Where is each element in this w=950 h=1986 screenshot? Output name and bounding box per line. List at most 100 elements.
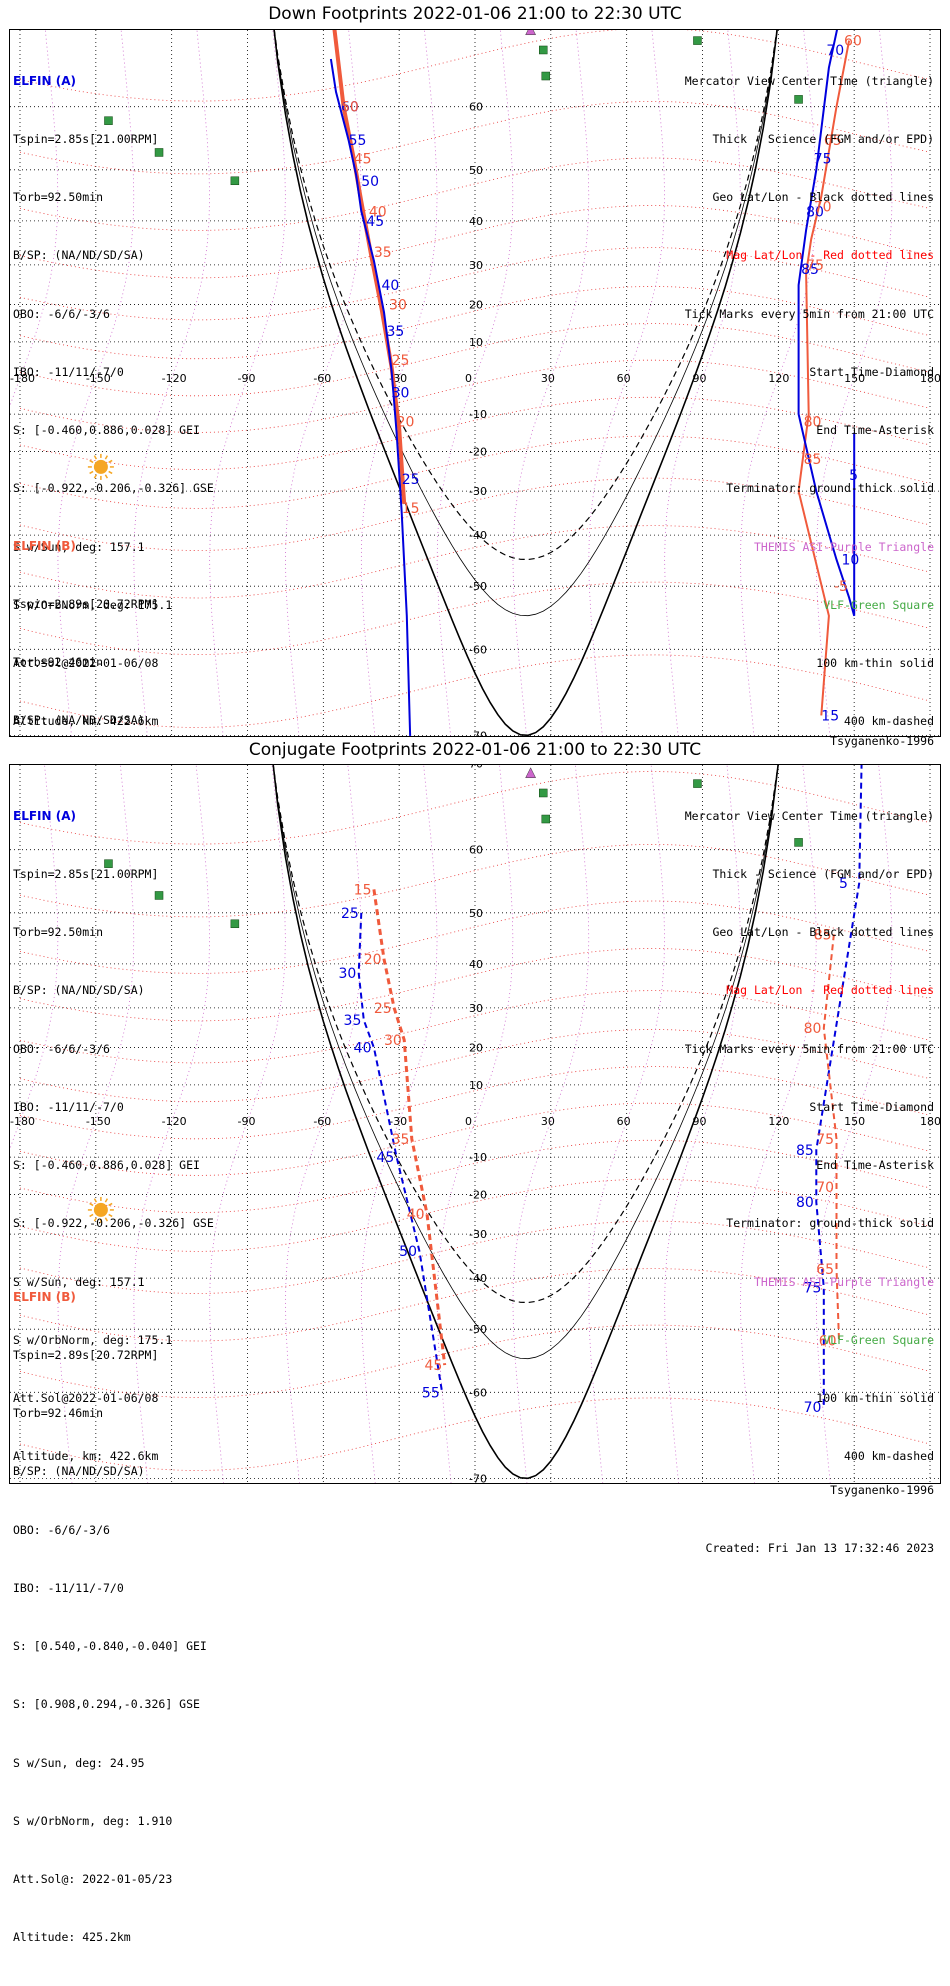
lon-tick-label: 90 (693, 372, 707, 385)
vlf-site-marker (541, 71, 551, 81)
elfin-b-header: ELFIN (B) (13, 1289, 76, 1304)
lon-tick-label: 30 (541, 1115, 555, 1128)
sun-ray (89, 1213, 94, 1218)
legend-item: THEMIS ASI-Purple Triangle (753, 539, 934, 554)
elfin-b-track (372, 889, 447, 1366)
elfin-a-line: Tspin=2.85s[21.00RPM] (13, 867, 159, 882)
mag-lon-gridline (436, 30, 514, 736)
lat-tick-label: -70 (469, 729, 487, 736)
elfin-a-info: ELFIN (A) Tspin=2.85s[21.00RPM] Torb=92.… (13, 33, 214, 770)
mag-lon-gridline (10, 30, 59, 407)
lon-tick-label: 0 (465, 1115, 472, 1128)
legend-item: Thick - Science (FGM and/or EPD) (712, 132, 934, 147)
elfin-b-line: S w/Sun, deg: 24.95 (13, 1755, 145, 1770)
sun-ray (104, 455, 109, 460)
map-panel-conjugate: 70605040302010-10-20-30-40-50-60-70-180-… (9, 764, 941, 1944)
mag-lat-gridline (19, 948, 931, 1022)
lat-tick-label: 20 (469, 1042, 483, 1055)
sun-ray (104, 1217, 109, 1222)
mag-lat-gridline (19, 1220, 931, 1294)
vlf-site-marker (104, 859, 113, 868)
elfin-a-line: S w/OrbNorm, deg: 175.1 (13, 597, 173, 612)
map-canvas-conjugate: 70605040302010-10-20-30-40-50-60-70-180-… (10, 765, 940, 1483)
lat-tick-label: 40 (469, 215, 483, 228)
vlf-site-marker (539, 788, 548, 798)
elfin-a-tick-label: 55 (349, 133, 367, 149)
lon-tick-label: -90 (238, 1115, 256, 1128)
mag-lat-gridline (19, 286, 931, 360)
elfin-b-tick-label: 65 (816, 1262, 834, 1278)
elfin-a-line: B/SP: (NA/ND/SD/SA) (13, 983, 145, 998)
elfin-a-tick-label: 80 (796, 1195, 814, 1211)
lat-tick-label: 30 (469, 259, 483, 272)
mag-lat-gridline (19, 100, 931, 175)
sun-ray (104, 1198, 109, 1203)
elfin-b-tick-label: 60 (844, 34, 862, 50)
mag-lat-gridline (19, 157, 931, 231)
lon-tick-label: -150 (86, 1115, 111, 1128)
lat-tick-label: 50 (469, 164, 483, 177)
elfin-b-tick-label: 85 (814, 927, 832, 943)
elfin-b-tick-label: 15 (402, 501, 420, 517)
lon-tick-label: 30 (541, 372, 555, 385)
elfin-a-line: S w/Sun, deg: 157.1 (13, 539, 145, 554)
legend-item: End Time-Asterisk (816, 423, 934, 438)
vlf-site-marker (794, 838, 803, 847)
lat-tick-label: -20 (469, 445, 487, 458)
asi-site-marker (525, 30, 537, 36)
elfin-b-line: S: [0.908,0.294,-0.326] GSE (13, 1697, 200, 1712)
elfin-b-tick-label: 70 (816, 1180, 834, 1196)
elfin-a-line: Att.Sol@2022-01-06/08 (13, 656, 159, 670)
mag-lon-gridline (57, 30, 135, 736)
lat-tick-label: -10 (469, 408, 487, 421)
lon-tick-label: -30 (389, 1115, 407, 1128)
asi-site-marker (525, 767, 537, 779)
elfin-a-line: Att.Sol@2022-01-06/08 (13, 1391, 159, 1405)
legend-item: Mag Lat/Lon - Red dotted lines (726, 248, 934, 263)
legend-item: Geo Lat/Lon - Black dotted lines (712, 190, 934, 205)
legend: Mercator View Center Time (triangle) Thi… (685, 33, 934, 770)
elfin-b-tick-label: 30 (389, 298, 407, 314)
elfin-a-track (329, 58, 412, 736)
elfin-a-tick-label: 55 (422, 1385, 440, 1401)
lon-tick-label: 90 (693, 1115, 707, 1128)
mag-lat-gridline (19, 247, 931, 321)
elfin-b-line: B/SP: (NA/ND/SD/SA) (13, 1464, 145, 1479)
sun-ray (93, 1217, 98, 1222)
mag-lon-gridline (588, 30, 666, 736)
mag-lat-gridline (19, 205, 931, 279)
elfin-a-tick-label: 85 (796, 1143, 814, 1159)
elfin-b-tick-label: 25 (374, 1001, 392, 1017)
elfin-b-tick-label: 50 (341, 100, 359, 116)
elfin-a-tick-label: 5 (839, 876, 848, 892)
sun-ray (93, 474, 98, 479)
vlf-site-marker (693, 36, 702, 45)
elfin-a-line: B/SP: (NA/ND/SD/SA) (13, 248, 145, 263)
legend-item: Mercator View Center Time (triangle) (684, 73, 934, 88)
mag-lat-gridline (19, 990, 931, 1064)
panel-title-conjugate: Conjugate Footprints 2022-01-06 21:00 to… (248, 740, 702, 760)
elfin-b-tick-label: 75 (816, 1132, 834, 1148)
elfin-b-track-east (797, 40, 851, 716)
elfin-a-header: ELFIN (A) (13, 73, 76, 88)
elfin-a-track-east (797, 30, 856, 617)
mag-lat-gridline (19, 1268, 931, 1342)
lat-tick-label: 70 (469, 765, 483, 771)
lon-tick-label: -60 (313, 372, 331, 385)
lon-tick-label: -120 (162, 372, 187, 385)
lat-tick-label: -10 (469, 1151, 487, 1164)
mag-lat-gridline (19, 771, 931, 845)
elfin-b-line: Torb=92.46min (13, 1406, 104, 1421)
elfin-a-tick-label: 45 (366, 214, 384, 230)
elfin-a-tick-label: 45 (376, 1150, 394, 1166)
elfin-a-tick-label: 75 (804, 1281, 822, 1297)
mag-lon-gridline (664, 765, 741, 1483)
legend-item: Thick - Science (FGM and/or EPD) (712, 867, 934, 882)
elfin-a-tick-label: 15 (821, 708, 839, 724)
elfin-b-tick-label: 25 (392, 353, 410, 369)
mag-lon-gridline (209, 30, 286, 736)
elfin-a-line: Tspin=2.85s[21.00RPM] (13, 132, 159, 147)
mag-lon-gridline (133, 30, 211, 736)
elfin-b-tick-label: 45 (354, 151, 372, 167)
elfin-a-tick-label: 25 (341, 906, 359, 922)
